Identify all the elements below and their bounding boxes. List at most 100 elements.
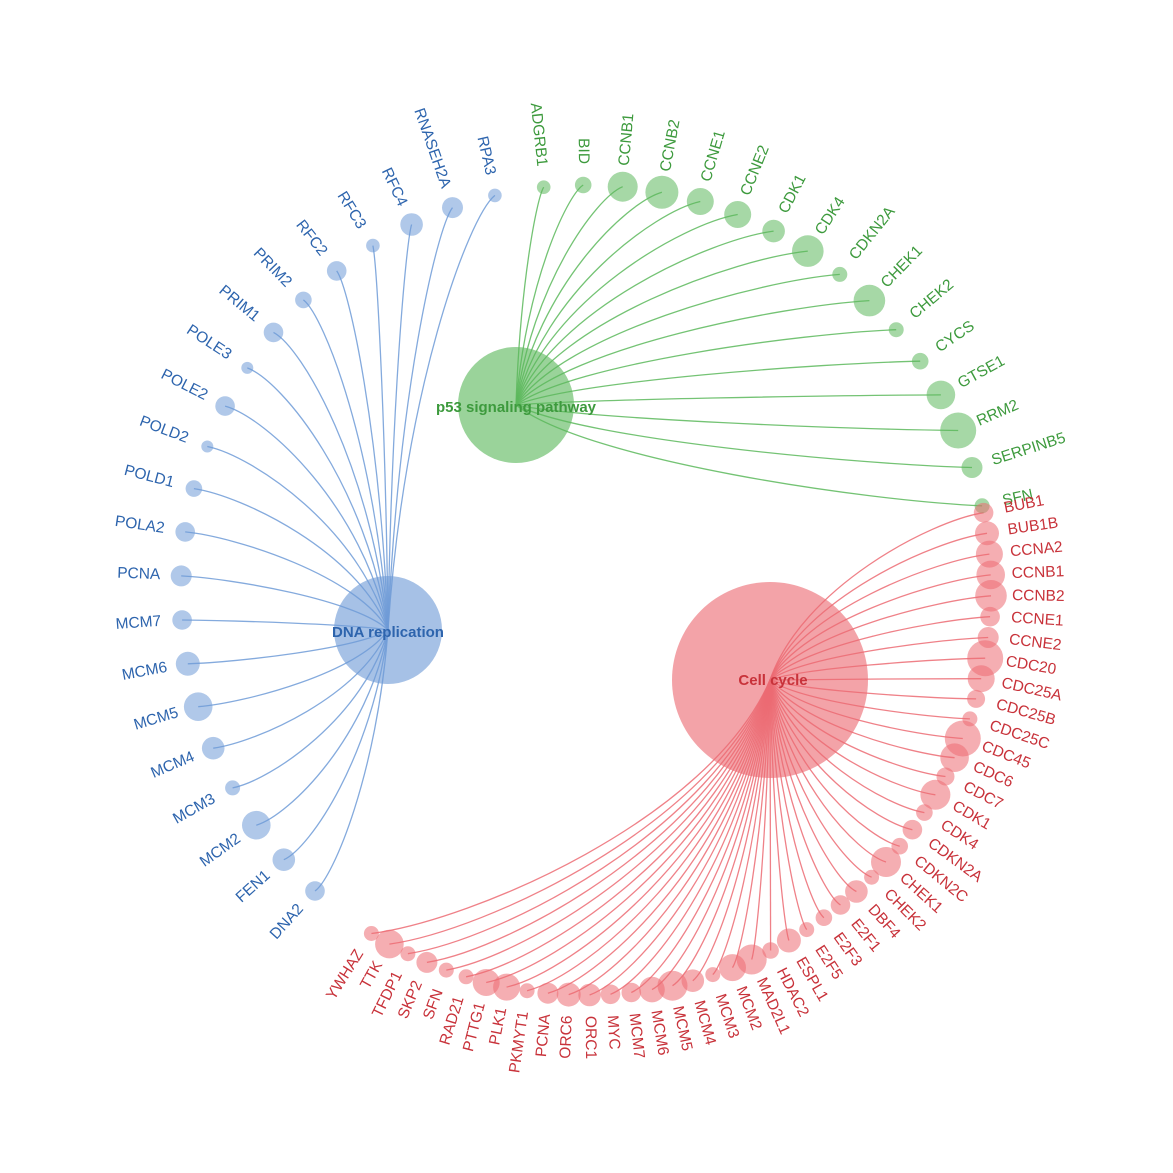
dna-replication-gene-node [241, 361, 254, 374]
p53-gene-node [888, 322, 904, 338]
p53-gene-node [536, 180, 551, 194]
p53-gene-node [961, 457, 983, 478]
dna-replication-gene-node [305, 881, 325, 901]
dna-replication-gene-label: POLE3 [183, 322, 234, 364]
p53-gene-label: SFN [1001, 486, 1035, 509]
dna-replication-gene-node [225, 780, 241, 796]
dna-replication-gene-label: RFC4 [378, 165, 411, 209]
p53-hub-label: p53 signaling pathway [436, 399, 597, 416]
cell-cycle-gene-label: CCNB1 [1011, 563, 1064, 582]
p53-edge [515, 404, 983, 507]
cell-cycle-gene-label: ORC1 [582, 1016, 599, 1059]
dna-replication-gene-label: MCM2 [197, 830, 244, 870]
cell-cycle-gene-label: PKMYT1 [506, 1010, 532, 1074]
cell-cycle-gene-label: MCM7 [626, 1012, 648, 1059]
dna-replication-gene-label: RPA3 [473, 135, 498, 177]
cell-cycle-gene-node [776, 928, 801, 953]
cell-cycle-gene-node [973, 502, 994, 523]
dna-replication-gene-node [366, 238, 380, 253]
p53-gene-node [853, 284, 886, 317]
dna-replication-gene-label: MCM3 [170, 790, 218, 827]
dna-replication-gene-label: PRIM1 [216, 282, 263, 325]
p53-hub [458, 347, 574, 463]
p53-gene-label: CYCS [932, 318, 977, 356]
cell-cycle-gene-node [916, 804, 933, 821]
dna-replication-gene-label: POLD1 [122, 462, 175, 491]
p53-gene-label: CCNB1 [616, 113, 638, 167]
cell-cycle-gene-node [967, 689, 986, 708]
dna-replication-edge [336, 270, 389, 631]
dna-replication-gene-label: PCNA [117, 565, 161, 584]
cell-cycle-gene-node [920, 779, 951, 810]
cell-cycle-gene-node [519, 983, 535, 999]
cell-cycle-gene-node [975, 580, 1007, 612]
cell-cycle-gene-label: BUB1B [1007, 514, 1060, 538]
cell-cycle-gene-node [400, 946, 416, 962]
cell-cycle-gene-node [458, 969, 474, 985]
cell-cycle-gene-node [871, 847, 901, 877]
p53-gene-label: CCNE2 [737, 143, 772, 198]
cell-cycle-gene-label: PCNA [533, 1013, 554, 1058]
dna-replication-gene-node [183, 692, 213, 721]
cell-cycle-gene-node [600, 984, 621, 1005]
dna-replication-gene-node [295, 291, 312, 309]
dna-replication-gene-node [272, 848, 296, 871]
dna-replication-gene-node [170, 565, 192, 587]
dna-replication-gene-label: MCM4 [148, 748, 197, 782]
dna-replication-gene-label: POLA2 [114, 513, 166, 537]
dna-replication-gene-label: MCM6 [121, 659, 169, 684]
dna-replication-gene-node [263, 322, 284, 343]
p53-gene-node [926, 380, 956, 410]
dna-replication-gene-node [201, 440, 214, 453]
p53-gene-label: CHEK1 [878, 242, 926, 291]
cell-cycle-gene-label: MCM6 [647, 1009, 671, 1057]
cell-cycle-gene-label: CCNA2 [1010, 539, 1064, 561]
cell-cycle-gene-label: CCNE2 [1008, 631, 1062, 654]
dna-replication-edge [387, 224, 413, 631]
cell-cycle-gene-label: CCNB2 [1012, 587, 1065, 605]
cell-cycle-gene-node [830, 895, 851, 915]
dna-replication-edge [387, 194, 496, 631]
cell-cycle-gene-label: MYC [604, 1015, 623, 1050]
dna-replication-gene-node [175, 522, 195, 542]
dna-replication-gene-node [326, 261, 347, 281]
cell-cycle-gene-label: PLK1 [486, 1006, 510, 1047]
cell-cycle-gene-node [762, 942, 779, 959]
p53-gene-node [762, 219, 785, 243]
dna-replication-gene-node [201, 736, 225, 760]
cell-cycle-gene-node [902, 819, 923, 840]
p53-gene-node [940, 412, 977, 449]
dna-replication-gene-node [175, 651, 200, 676]
dna-replication-gene-label: MCM5 [132, 704, 181, 733]
dna-replication-gene-node [488, 188, 502, 203]
dna-replication-gene-node [442, 197, 463, 219]
p53-gene-node [832, 266, 848, 282]
cell-cycle-hub-label: Cell cycle [738, 672, 807, 689]
p53-gene-node [792, 235, 824, 267]
p53-gene-node [607, 171, 638, 202]
cell-cycle-gene-node [493, 973, 521, 1001]
p53-gene-node [574, 176, 592, 194]
cell-cycle-gene-node [891, 837, 908, 855]
cell-cycle-gene-node [975, 540, 1003, 568]
cell-cycle-gene-label: ORC6 [557, 1015, 576, 1059]
cell-cycle-gene-node [363, 926, 379, 941]
dna-replication-gene-label: RNASEH2A [410, 106, 454, 191]
cell-cycle-gene-node [799, 922, 815, 938]
dna-replication-gene-label: RFC2 [292, 217, 330, 259]
cell-cycle-gene-node [438, 962, 454, 978]
cell-cycle-gene-node [578, 983, 601, 1007]
cell-cycle-gene-node [975, 521, 999, 546]
cell-cycle-gene-node [537, 982, 559, 1004]
p53-gene-label: SERPINB5 [989, 430, 1067, 469]
dna-replication-gene-label: POLD2 [137, 413, 191, 447]
cell-cycle-gene-node [639, 976, 665, 1003]
cell-cycle-gene-label: MCM5 [669, 1004, 695, 1052]
p53-gene-label: CHEK2 [907, 276, 958, 322]
p53-gene-node [645, 175, 679, 209]
dna-replication-gene-node [400, 213, 423, 236]
cell-cycle-gene-label: YWHAZ [323, 947, 367, 1003]
cell-cycle-gene-node [621, 982, 642, 1003]
dna-replication-hub-label: DNA replication [332, 624, 444, 641]
cell-cycle-gene-node [719, 954, 746, 982]
